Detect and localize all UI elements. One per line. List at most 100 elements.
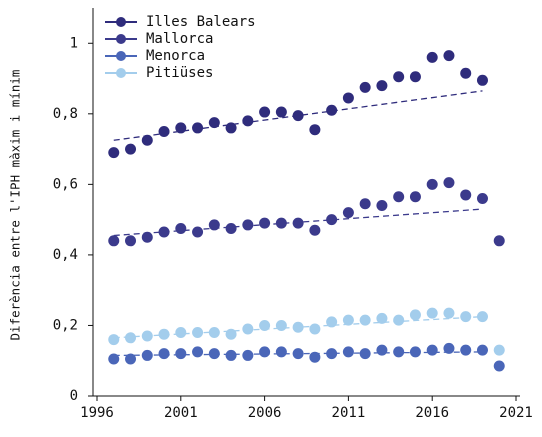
point [292,217,304,229]
point [192,346,204,358]
point [208,219,220,231]
point [342,346,354,358]
point [393,314,405,326]
point [359,348,371,360]
point [125,143,137,155]
point [242,349,254,361]
point [158,348,170,360]
point [460,344,472,356]
point [125,332,137,344]
point [476,344,488,356]
point [476,311,488,323]
y-tick-label: 0,2 [53,317,78,333]
point [175,122,187,134]
point [141,349,153,361]
point [426,344,438,356]
point [108,147,120,159]
point [409,346,421,358]
point [242,115,254,127]
point [359,81,371,93]
point [309,124,321,136]
point [275,106,287,118]
point [376,344,388,356]
point [208,117,220,129]
y-tick-label: 1 [70,35,78,51]
point [443,342,455,354]
point [141,231,153,243]
point [259,217,271,229]
x-tick-label: 2016 [415,405,449,421]
point [242,323,254,335]
legend-label: Pitiüses [146,65,213,81]
point [393,191,405,203]
point [108,353,120,365]
point [141,134,153,146]
legend-label: Menorca [146,48,205,64]
point [292,321,304,333]
point [476,74,488,86]
point [259,319,271,331]
point [292,110,304,122]
point [141,330,153,342]
point [158,125,170,137]
y-tick-label: 0 [70,388,78,404]
y-axis-label: Diferència entre l'IPH màxim i mínim [8,70,23,341]
point [309,323,321,335]
point [192,327,204,339]
point [108,235,120,247]
point [326,348,338,360]
point [125,353,137,365]
x-tick-label: 2001 [164,405,198,421]
point [359,314,371,326]
point [259,346,271,358]
point [192,122,204,134]
point [275,319,287,331]
point [393,71,405,83]
point [309,224,321,236]
legend-label: Illes Balears [146,14,256,30]
point [275,346,287,358]
point [426,178,438,190]
point [443,50,455,62]
point [393,346,405,358]
legend-marker [116,51,126,61]
point [292,348,304,360]
point [426,307,438,319]
point [409,191,421,203]
point [342,92,354,104]
point [225,122,237,134]
point [192,226,204,238]
point [326,316,338,328]
point [493,344,505,356]
point [460,67,472,79]
x-tick-label: 2011 [332,405,366,421]
point [175,327,187,339]
x-tick-label: 2006 [248,405,282,421]
point [208,327,220,339]
point [225,222,237,234]
point [158,328,170,340]
y-tick-label: 0,4 [53,247,78,263]
point [460,311,472,323]
point [493,360,505,372]
point [326,214,338,226]
point [259,106,271,118]
point [342,314,354,326]
point [409,309,421,321]
x-tick-label: 1996 [80,405,114,421]
point [426,51,438,63]
point [275,217,287,229]
point [125,235,137,247]
point [443,307,455,319]
y-tick-label: 0,6 [53,176,78,192]
point [409,71,421,83]
point [476,192,488,204]
point [359,198,371,210]
point [175,222,187,234]
point [342,207,354,219]
point [376,200,388,212]
point [460,189,472,201]
legend-marker [116,17,126,27]
